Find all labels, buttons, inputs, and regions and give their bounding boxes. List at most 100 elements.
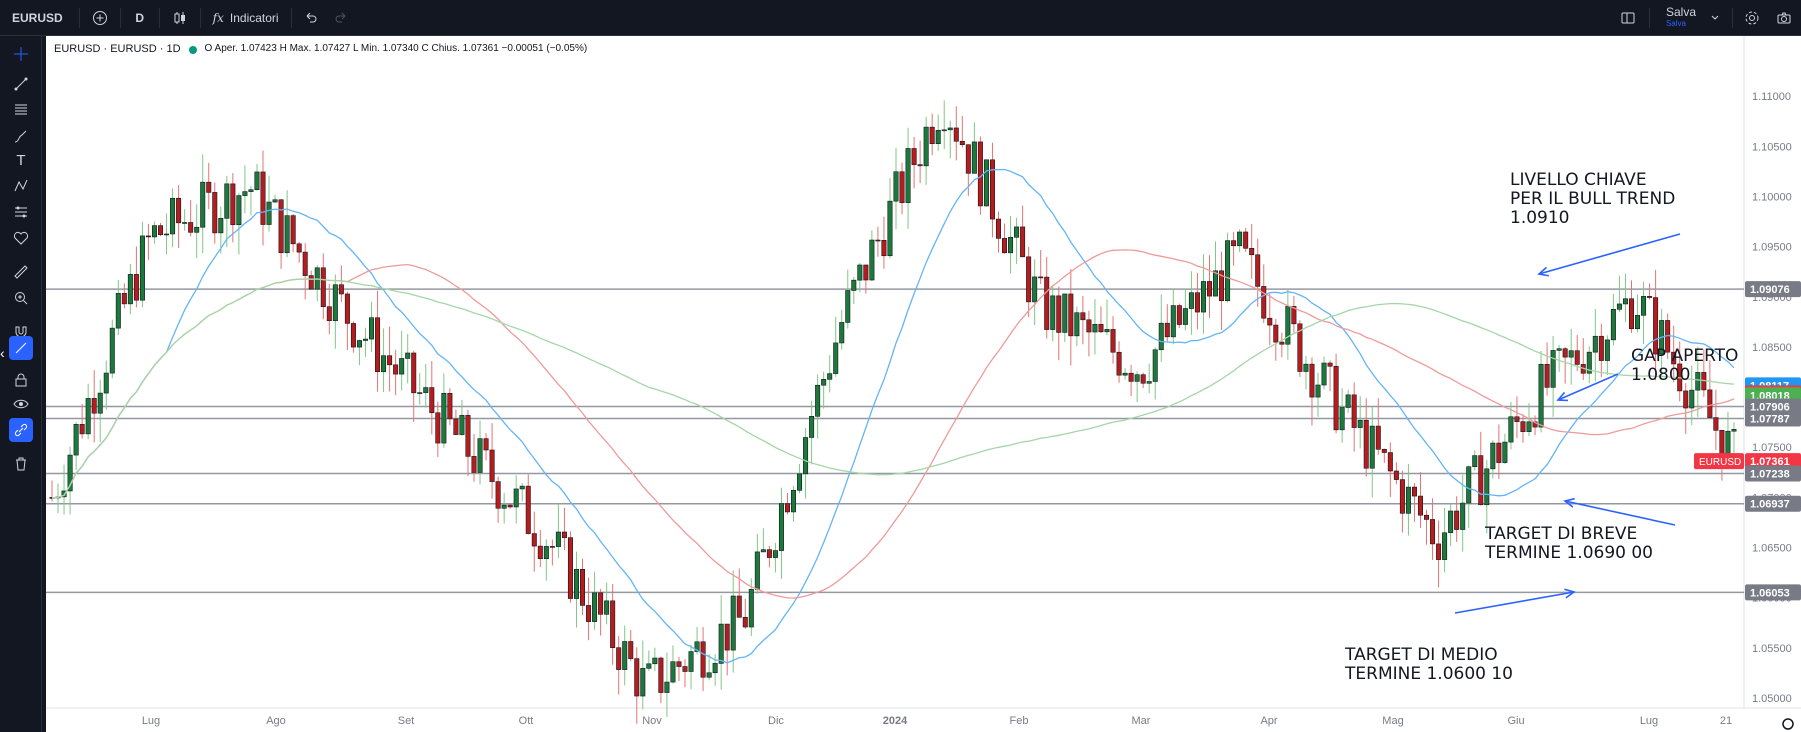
text-icon[interactable]: T (16, 151, 26, 169)
fib-retracement-icon[interactable] (9, 98, 33, 122)
candle-body (230, 183, 236, 226)
candle-body (1375, 425, 1381, 450)
price-badge-label: 1.07361 (1750, 456, 1790, 468)
candle-body (1653, 297, 1659, 355)
layout-icon[interactable] (1611, 0, 1645, 36)
candle-body (296, 243, 302, 253)
add-symbol-icon[interactable] (84, 0, 116, 36)
annotation-arrow[interactable] (1564, 500, 1676, 526)
candle-body (1333, 365, 1339, 431)
candle-body (1092, 324, 1098, 333)
price-badge-label: 1.06937 (1750, 499, 1790, 511)
ruler-icon[interactable] (9, 260, 33, 284)
candle-body (1544, 364, 1550, 388)
candle-body (489, 449, 495, 482)
candle-body (127, 274, 133, 305)
candle-body (302, 251, 308, 276)
price-chart[interactable]: 1.110001.105001.100001.095001.090001.085… (46, 36, 1801, 732)
candle-body (212, 192, 218, 234)
interval-button[interactable]: D (135, 10, 144, 25)
eye-icon[interactable] (9, 392, 33, 416)
trend-line-icon[interactable] (9, 72, 33, 96)
save-button[interactable]: Salva Salva (1666, 6, 1696, 29)
chart-pane[interactable]: 1.11000 1.10500 1.10000 1.09500 1.09000 1.085… (46, 36, 1801, 732)
candle-body (1598, 335, 1604, 361)
undo-icon[interactable] (296, 0, 326, 36)
candle-body (61, 490, 67, 498)
candle-body (929, 126, 935, 144)
chevron-down-icon[interactable] (1702, 0, 1728, 36)
candle-body (923, 126, 929, 167)
candle-body (1152, 349, 1158, 382)
candle-body (1074, 312, 1080, 337)
candle-body (1417, 495, 1423, 516)
redo-icon[interactable] (326, 0, 356, 36)
annotation-arrow[interactable] (1557, 373, 1619, 401)
time-tick-label: Apr (1260, 715, 1277, 727)
candle-body (218, 218, 224, 234)
candle-body (519, 485, 525, 490)
price-tick-label: 1.06500 (1752, 543, 1792, 555)
candle-body (797, 473, 803, 491)
candle-body (429, 387, 435, 414)
candle-body (1339, 407, 1345, 431)
candle-body (688, 651, 694, 672)
candle-body (1170, 305, 1176, 338)
candle-body (1671, 351, 1677, 365)
candle-body (971, 141, 977, 174)
candle-body (1200, 281, 1206, 313)
gear-icon[interactable] (1782, 718, 1794, 730)
indicators-button[interactable]: 𝑓x Indicatori (205, 0, 287, 36)
annotation-arrow[interactable] (1454, 591, 1575, 614)
candle-body (278, 199, 284, 254)
candles-icon[interactable] (164, 0, 196, 36)
magnet-icon[interactable] (9, 320, 33, 344)
candle-body (646, 663, 652, 669)
candle-body (784, 503, 790, 513)
candle-body (417, 392, 423, 394)
forecast-icon[interactable] (9, 200, 33, 224)
link-icon[interactable] (9, 418, 33, 442)
candle-body (724, 623, 730, 651)
gear-icon[interactable] (1737, 0, 1767, 36)
price-tick-label: 1.10500 (1752, 141, 1792, 153)
price-badge-label: 1.07238 (1750, 469, 1790, 481)
brush-icon[interactable] (9, 124, 33, 148)
candle-body (616, 647, 622, 670)
candle-body (947, 127, 953, 131)
candle-body (875, 239, 881, 242)
candle-body (941, 129, 947, 132)
candle-body (935, 130, 941, 144)
candle-body (1490, 442, 1496, 470)
stay-in-drawing-icon[interactable] (9, 336, 33, 360)
candle-body (236, 195, 242, 226)
candle-body (85, 398, 91, 435)
candle-body (863, 264, 869, 281)
candle-body (477, 438, 483, 473)
candle-body (1182, 308, 1188, 325)
trash-icon[interactable] (9, 452, 33, 476)
annotation-arrow[interactable] (1538, 233, 1681, 275)
zoom-icon[interactable] (9, 286, 33, 310)
time-tick-label: Mag (1382, 715, 1403, 727)
candle-body (983, 159, 989, 207)
candle-body (369, 317, 375, 340)
candle-body (151, 225, 157, 238)
price-tick-label: 1.07500 (1752, 442, 1792, 454)
crosshair-icon[interactable] (9, 42, 33, 66)
candle-body (1520, 421, 1526, 432)
candle-body (754, 551, 760, 590)
collapse-arrow-icon[interactable]: ‹ (0, 345, 5, 361)
candle-body (917, 164, 923, 167)
time-tick-label: Set (398, 715, 415, 727)
moving-average-line (51, 278, 1735, 499)
candle-body (586, 605, 592, 622)
camera-icon[interactable] (1767, 0, 1801, 36)
pattern-icon[interactable] (9, 174, 33, 198)
symbol-search-button[interactable]: EURUSD (12, 10, 63, 25)
candle-body (1526, 421, 1532, 432)
price-badge (1745, 465, 1801, 482)
heart-icon[interactable] (9, 226, 33, 250)
lock-icon[interactable] (9, 368, 33, 392)
candle-body (1399, 479, 1405, 514)
